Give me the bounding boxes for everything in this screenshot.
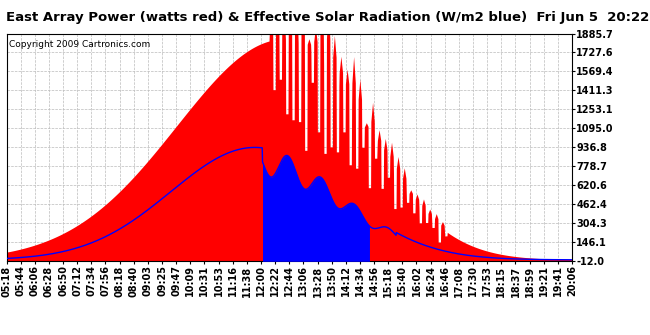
- Text: Copyright 2009 Cartronics.com: Copyright 2009 Cartronics.com: [9, 40, 151, 49]
- Text: East Array Power (watts red) & Effective Solar Radiation (W/m2 blue)  Fri Jun 5 : East Array Power (watts red) & Effective…: [6, 11, 650, 24]
